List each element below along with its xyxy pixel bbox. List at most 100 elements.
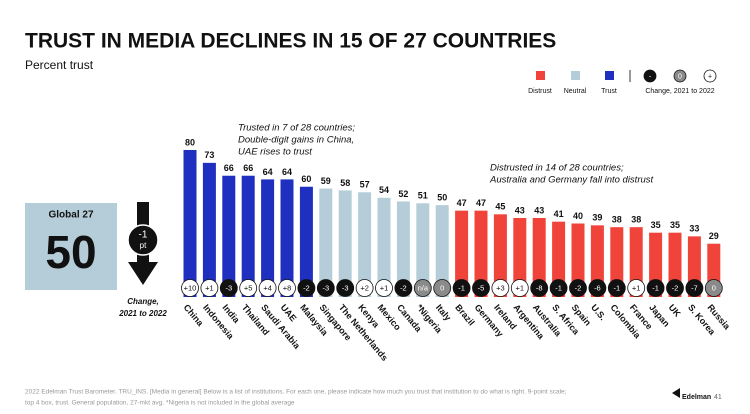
change-marker — [569, 279, 587, 297]
change-marker — [666, 279, 684, 297]
change-label: +4 — [263, 283, 272, 292]
bar — [396, 201, 410, 297]
change-marker — [704, 279, 723, 297]
change-marker — [278, 279, 296, 297]
change-label: -3 — [322, 283, 329, 292]
value-label: 45 — [495, 202, 505, 212]
change-label: +3 — [496, 283, 505, 292]
change-label: -3 — [342, 283, 349, 292]
annotation: Trusted in 7 of 28 countries; — [238, 123, 355, 134]
legend-change-title: Change, 2021 to 2022 — [645, 88, 714, 95]
global-caption: 2021 to 2022 — [118, 309, 167, 318]
change-marker — [258, 279, 277, 297]
bar — [377, 197, 391, 297]
value-label: 40 — [573, 211, 583, 221]
bar — [610, 227, 624, 297]
change-label: -3 — [225, 283, 232, 292]
bar — [435, 205, 449, 297]
legend-swatch — [571, 71, 580, 80]
value-label: 35 — [651, 220, 661, 230]
bar — [183, 150, 197, 297]
legend-label: Neutral — [564, 88, 587, 95]
value-label: 43 — [515, 205, 525, 215]
chart-subtitle: Percent trust — [25, 58, 94, 72]
value-label: 58 — [340, 178, 350, 188]
change-label: -1 — [458, 283, 465, 292]
value-label: 43 — [534, 205, 544, 215]
bar — [513, 217, 527, 297]
change-marker — [491, 279, 510, 297]
bar — [474, 210, 488, 297]
change-marker — [413, 279, 432, 297]
change-label: -2 — [575, 283, 582, 292]
global-change-circle — [127, 224, 159, 256]
change-label: +1 — [205, 283, 214, 292]
bar — [358, 192, 372, 297]
value-label: 35 — [670, 220, 680, 230]
change-label: +2 — [360, 283, 369, 292]
bar — [261, 179, 275, 297]
change-label: +5 — [244, 283, 253, 292]
change-marker — [239, 279, 258, 297]
bar — [590, 225, 604, 297]
value-label: 57 — [360, 180, 370, 190]
legend-change-marker — [643, 69, 657, 83]
change-label: +1 — [516, 283, 525, 292]
value-label: 29 — [709, 231, 719, 241]
annotation: Australia and Germany fall into distrust — [489, 175, 654, 186]
change-label: -8 — [536, 283, 543, 292]
change-marker — [510, 279, 529, 297]
value-label: 47 — [457, 198, 467, 208]
value-label: 64 — [282, 167, 292, 177]
change-marker — [472, 279, 490, 297]
bar — [493, 214, 507, 297]
value-label: 54 — [379, 185, 389, 195]
change-label: 0 — [440, 283, 444, 292]
value-label: 64 — [263, 167, 273, 177]
value-label: 33 — [689, 224, 699, 234]
value-label: 38 — [612, 215, 622, 225]
value-label: 59 — [321, 176, 331, 186]
bar — [571, 223, 585, 297]
bar — [552, 221, 566, 297]
change-marker — [627, 279, 646, 297]
value-label: 73 — [204, 150, 214, 160]
change-label: -2 — [400, 283, 407, 292]
chart-title: TRUST IN MEDIA DECLINES IN 15 OF 27 COUN… — [25, 30, 556, 53]
change-marker — [181, 279, 199, 297]
bar — [241, 175, 255, 297]
value-label: 66 — [224, 163, 234, 173]
change-marker — [355, 279, 374, 297]
value-label: 51 — [418, 191, 428, 201]
bar — [299, 186, 313, 297]
legend-change-marker — [703, 69, 717, 83]
legend-change-symbol: + — [708, 73, 712, 80]
change-marker — [588, 279, 607, 297]
change-label: +10 — [184, 283, 197, 292]
change-label: -5 — [478, 283, 485, 292]
footnote: 2022 Edelman Trust Barometer. TRU_INS. [… — [25, 389, 567, 396]
bar — [202, 162, 216, 297]
value-label: 41 — [554, 209, 564, 219]
brand: Edelman — [682, 394, 711, 401]
change-label: -2 — [672, 283, 679, 292]
value-label: 50 — [437, 193, 447, 203]
change-marker — [200, 279, 219, 297]
change-marker — [530, 279, 549, 297]
change-label: -2 — [303, 283, 310, 292]
global-change: -1 — [139, 230, 148, 241]
change-marker — [297, 279, 316, 297]
legend-swatch — [605, 71, 614, 80]
legend-change-marker — [673, 69, 687, 83]
value-label: 38 — [631, 215, 641, 225]
change-label: n/a — [418, 283, 429, 292]
bar — [532, 217, 546, 297]
change-marker — [685, 279, 704, 297]
change-label: -1 — [613, 283, 620, 292]
bar — [319, 188, 333, 297]
global-label: Global 27 — [48, 210, 93, 221]
bar — [338, 190, 352, 297]
value-label: 60 — [301, 174, 311, 184]
bar — [416, 203, 430, 297]
